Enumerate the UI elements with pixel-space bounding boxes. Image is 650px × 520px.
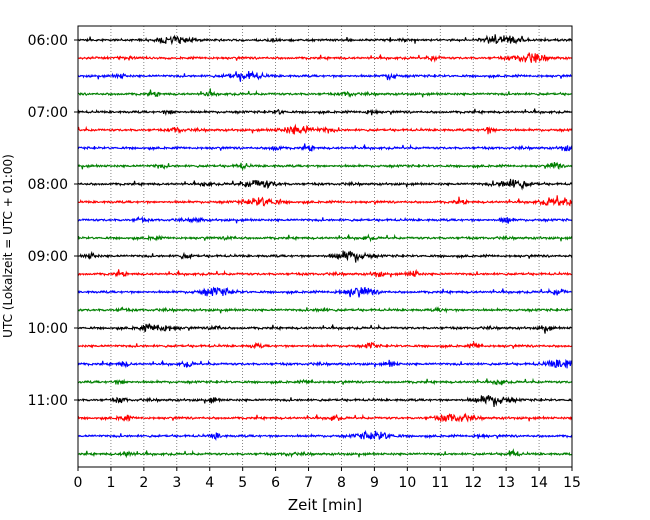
seismic-trace — [77, 215, 573, 224]
x-tick-label: 5 — [238, 475, 247, 491]
y-tick-label: 10:00 — [28, 321, 68, 337]
x-axis-ticks: 0 1 2 3 4 5 6 7 8 9 10 11 12 13 14 15 — [74, 467, 581, 491]
x-tick-label: 3 — [172, 475, 181, 491]
x-tick-label: 15 — [563, 475, 581, 491]
y-tick-label: 07:00 — [28, 105, 68, 121]
seismic-trace — [77, 195, 573, 207]
seismic-trace — [77, 448, 573, 459]
seismic-trace — [77, 286, 573, 298]
trace-group — [77, 34, 573, 459]
seismic-trace — [77, 178, 573, 191]
x-tick-label: 4 — [205, 475, 214, 491]
x-tick-label: 10 — [398, 475, 416, 491]
seismic-trace — [77, 108, 573, 117]
seismic-trace — [77, 306, 573, 314]
seismic-trace — [77, 377, 573, 386]
y-tick-label: 11:00 — [28, 393, 68, 409]
x-tick-label: 13 — [497, 475, 515, 491]
seismic-trace — [77, 34, 573, 46]
y-tick-label: 08:00 — [28, 177, 68, 193]
seismic-trace — [77, 429, 573, 442]
y-axis-ticks: 06:00 07:00 08:00 09:00 10:00 11:00 — [28, 33, 78, 409]
x-tick-label: 1 — [106, 475, 115, 491]
x-tick-label: 2 — [139, 475, 148, 491]
seismic-trace — [77, 161, 573, 171]
y-tick-label: 06:00 — [28, 33, 68, 49]
seismic-trace — [77, 412, 573, 423]
seismic-trace — [77, 88, 573, 98]
x-tick-label: 8 — [337, 475, 346, 491]
seismic-trace — [77, 143, 573, 152]
x-tick-label: 6 — [271, 475, 280, 491]
seismic-trace — [77, 70, 573, 82]
seismic-trace — [77, 340, 573, 350]
seismic-trace — [77, 233, 573, 243]
x-tick-label: 0 — [74, 475, 83, 491]
plot-frame — [77, 25, 573, 468]
x-tick-label: 7 — [304, 475, 313, 491]
y-axis-label: UTC (Lokalzeit = UTC + 01:00) — [1, 154, 15, 338]
seismic-trace — [77, 52, 573, 63]
x-tick-label: 11 — [431, 475, 449, 491]
seismic-trace — [77, 323, 573, 334]
y-tick-label: 09:00 — [28, 249, 68, 265]
seismic-trace — [77, 395, 573, 407]
x-tick-label: 9 — [370, 475, 379, 491]
x-tick-label: 12 — [464, 475, 482, 491]
seismic-trace — [77, 250, 573, 263]
seismic-trace — [77, 358, 573, 369]
x-axis-label: Zeit [min] — [288, 496, 362, 514]
seismic-trace — [77, 268, 573, 278]
x-tick-label: 14 — [530, 475, 548, 491]
seismic-trace — [77, 123, 573, 135]
